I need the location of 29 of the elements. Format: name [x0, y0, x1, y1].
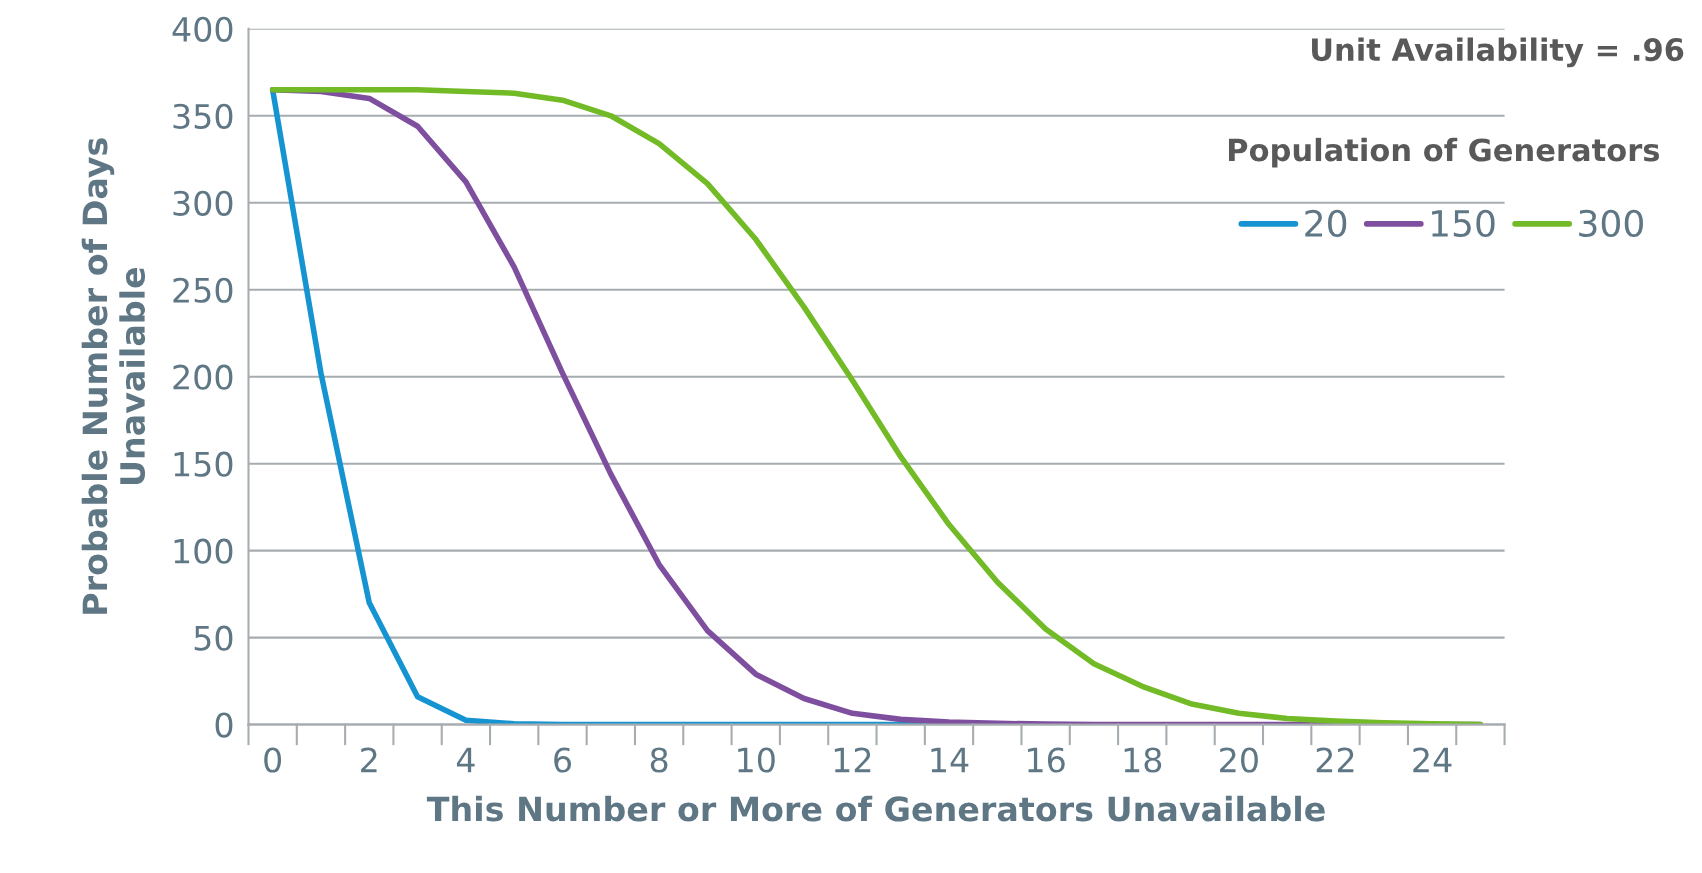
y-tick-label: 50 — [194, 625, 233, 651]
x-tick-label: 6 — [554, 747, 572, 773]
x-tick-label: 14 — [931, 747, 969, 773]
y-tick-label: 100 — [174, 538, 233, 564]
legend-title: Population of Generators — [1228, 137, 1660, 168]
y-axis-title: Probable Number of Days Unavailable — [81, 138, 146, 614]
x-tick-label: 20 — [1220, 747, 1258, 773]
chart-title: Unit Availability = .96 — [1312, 37, 1684, 68]
x-tick-label: 2 — [361, 747, 377, 773]
y-tick-label: 350 — [173, 103, 233, 129]
legend-label: 150 — [1432, 209, 1495, 238]
x-tick-label: 16 — [1028, 747, 1065, 773]
y-tick-label: 0 — [215, 712, 233, 738]
y-tick-label: 200 — [173, 364, 233, 390]
y-tick-label: 300 — [173, 190, 233, 216]
x-tick-label: 24 — [1413, 747, 1452, 773]
x-tick-label: 0 — [264, 747, 282, 773]
x-axis-title: This Number or More of Generators Unavailable — [426, 795, 1325, 822]
x-tick-label: 4 — [456, 747, 475, 773]
x-tick-label: 8 — [650, 747, 668, 773]
x-tick-label: 12 — [834, 747, 871, 773]
y-tick-label: 150 — [174, 451, 233, 477]
y-tick-label: 250 — [173, 277, 233, 303]
x-tick-label: 22 — [1316, 747, 1354, 773]
x-tick-label: 18 — [1124, 747, 1162, 773]
x-tick-label: 10 — [738, 747, 775, 773]
y-tick-label: 400 — [172, 16, 233, 42]
legend-label: 300 — [1579, 209, 1643, 238]
legend-label: 20 — [1305, 209, 1347, 238]
